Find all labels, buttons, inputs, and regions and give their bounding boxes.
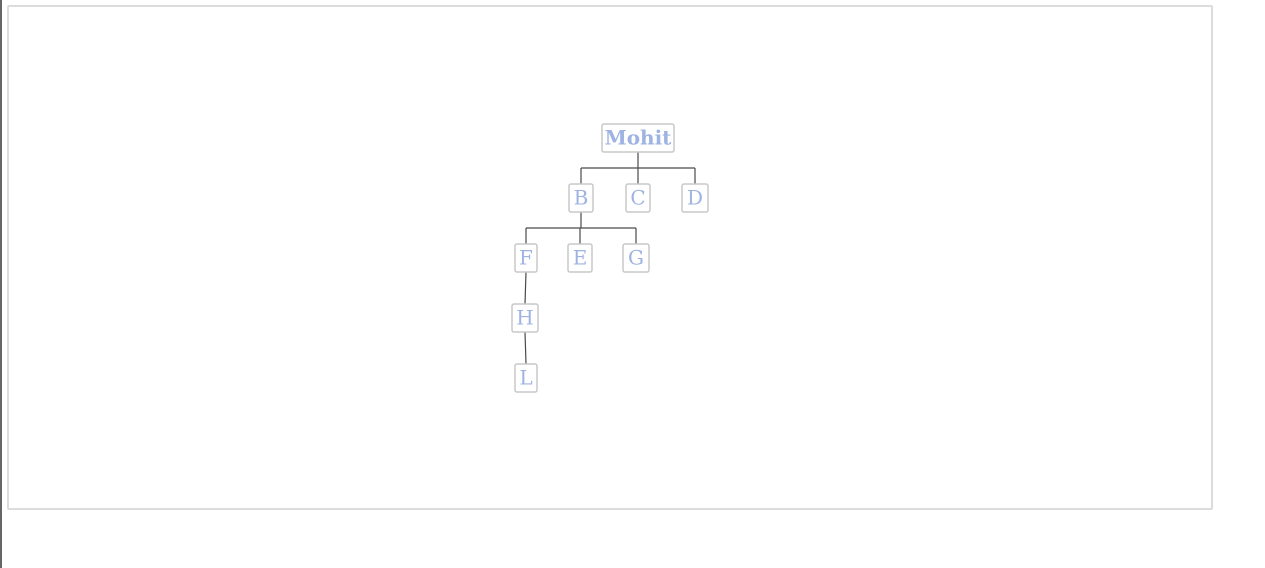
tree-node-d: D	[681, 183, 709, 213]
node-box-h	[511, 303, 539, 333]
tree-node-c: C	[625, 183, 651, 213]
node-label-e: E	[573, 246, 588, 270]
tree-node-h: H	[511, 303, 539, 333]
node-label-mohit: Mohit	[605, 126, 673, 150]
node-label-l: L	[519, 366, 532, 390]
node-label-h: H	[516, 306, 533, 330]
window-left-edge	[0, 0, 2, 568]
node-label-d: D	[687, 186, 703, 210]
node-box-b	[568, 183, 594, 213]
node-label-f: F	[519, 246, 533, 270]
tree-node-g: G	[622, 243, 650, 273]
node-label-g: G	[628, 246, 644, 270]
node-label-b: B	[574, 186, 589, 210]
diagram-canvas	[7, 5, 1213, 510]
node-box-l	[514, 363, 538, 393]
tree-node-l: L	[514, 363, 538, 393]
tree-node-mohit: Mohit	[601, 123, 675, 153]
node-box-mohit	[601, 123, 675, 153]
node-box-f	[514, 243, 538, 273]
tree-node-e: E	[567, 243, 593, 273]
node-box-c	[625, 183, 651, 213]
node-box-d	[681, 183, 709, 213]
edge-f-h	[524, 271, 527, 305]
node-label-c: C	[630, 186, 645, 210]
node-box-e	[567, 243, 593, 273]
tree-edges	[524, 152, 696, 365]
tree-nodes: Mohit B C D F E G H L	[511, 123, 709, 393]
tree-node-b: B	[568, 183, 594, 213]
tree-node-f: F	[514, 243, 538, 273]
node-box-g	[622, 243, 650, 273]
edge-h-l	[524, 331, 527, 365]
